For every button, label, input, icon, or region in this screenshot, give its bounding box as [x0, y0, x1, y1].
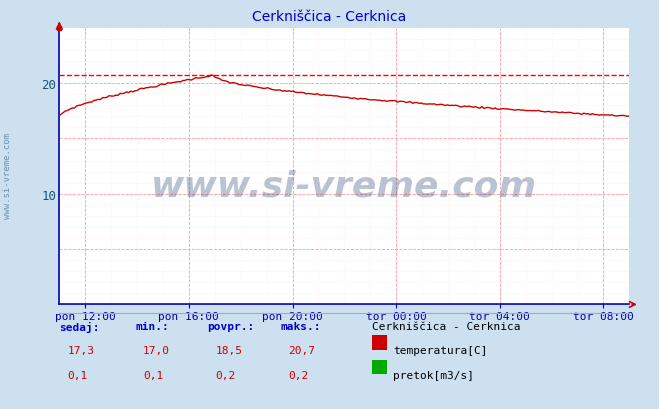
Text: 0,2: 0,2 [288, 370, 308, 380]
Text: temperatura[C]: temperatura[C] [393, 346, 488, 355]
Text: min.:: min.: [135, 321, 169, 331]
Text: pretok[m3/s]: pretok[m3/s] [393, 370, 474, 380]
Text: 0,1: 0,1 [143, 370, 163, 380]
Text: sedaj:: sedaj: [59, 321, 100, 332]
Text: 17,3: 17,3 [67, 346, 94, 355]
Text: Cerkniščica - Cerknica: Cerkniščica - Cerknica [372, 321, 521, 331]
Text: maks.:: maks.: [280, 321, 320, 331]
Text: 0,2: 0,2 [215, 370, 236, 380]
Text: 18,5: 18,5 [215, 346, 243, 355]
Text: 17,0: 17,0 [143, 346, 170, 355]
Text: www.si-vreme.com: www.si-vreme.com [152, 169, 537, 203]
Text: www.si-vreme.com: www.si-vreme.com [3, 133, 13, 219]
Text: Cerkniščica - Cerknica: Cerkniščica - Cerknica [252, 10, 407, 24]
Text: 20,7: 20,7 [288, 346, 315, 355]
Text: povpr.:: povpr.: [208, 321, 255, 331]
Text: 0,1: 0,1 [67, 370, 88, 380]
